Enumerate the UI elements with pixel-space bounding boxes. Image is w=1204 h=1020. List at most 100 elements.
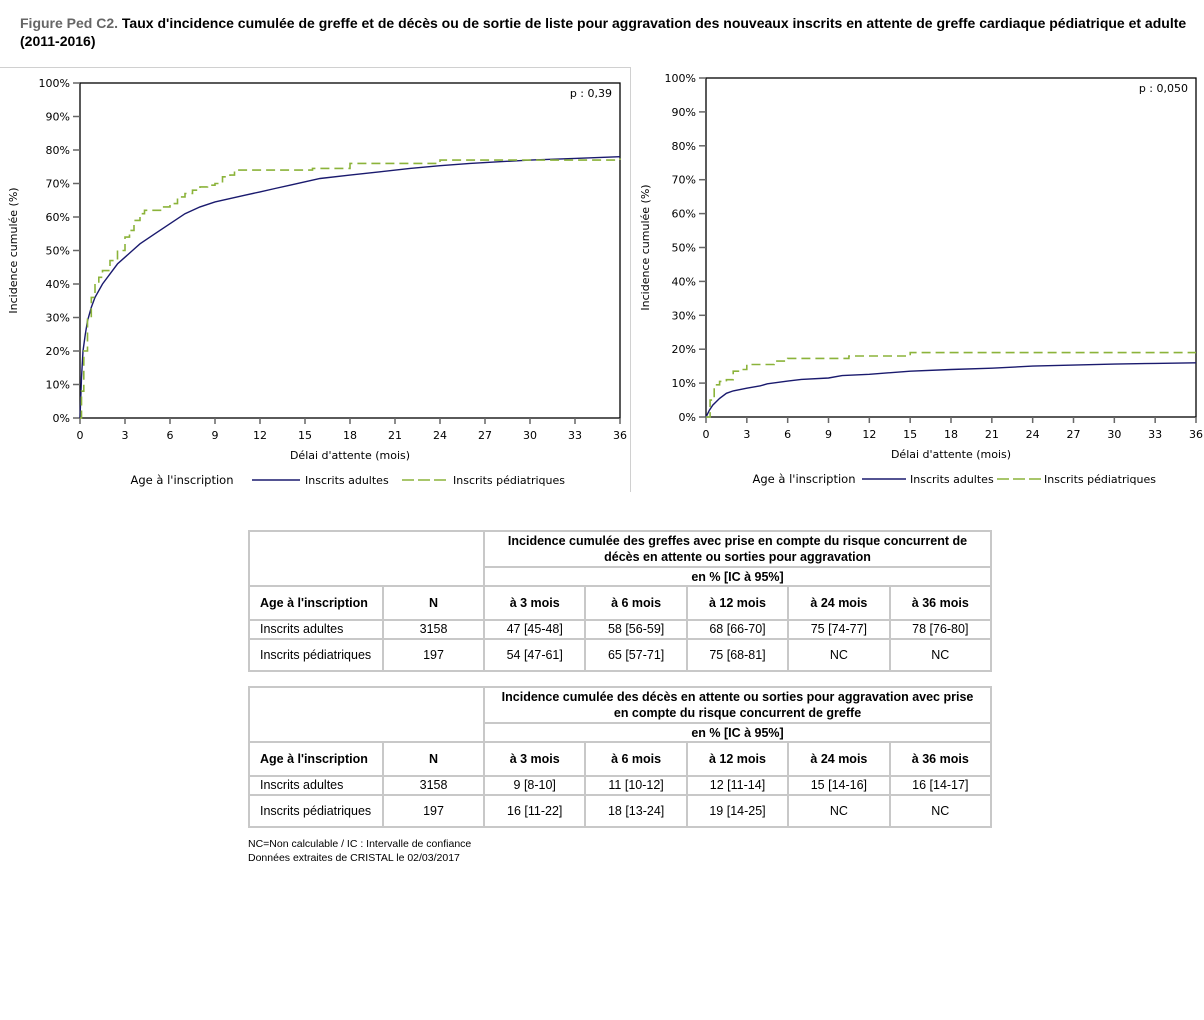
- column-header: à 6 mois: [584, 741, 688, 777]
- table-cell: 3158: [382, 775, 486, 796]
- column-header: à 3 mois: [483, 741, 587, 777]
- y-tick-label: 20%: [46, 345, 70, 358]
- row-label: Inscrits adultes: [247, 619, 385, 640]
- x-tick-label: 12: [862, 428, 876, 441]
- series-line-pediatriques: [706, 351, 1196, 418]
- table-cell: NC: [787, 638, 891, 672]
- x-tick-label: 6: [784, 428, 791, 441]
- y-tick-label: 70%: [672, 174, 696, 187]
- column-header: N: [382, 741, 486, 777]
- legend-label-pediatriques: Inscrits pédiatriques: [1044, 473, 1156, 486]
- row-label: Inscrits pédiatriques: [247, 794, 385, 828]
- table-cell: 11 [10-12]: [584, 775, 688, 796]
- table-cell: NC: [787, 794, 891, 828]
- table-corner-cell: [247, 686, 486, 743]
- y-tick-label: 30%: [672, 309, 696, 322]
- chart-1-frame: [0, 67, 631, 492]
- row-label: Inscrits pédiatriques: [247, 638, 385, 672]
- table-greffes: Incidence cumulée des greffes avec prise…: [247, 530, 993, 672]
- x-tick-label: 21: [985, 428, 999, 441]
- column-header: à 24 mois: [787, 741, 891, 777]
- table-cell: 9 [8-10]: [483, 775, 587, 796]
- x-tick-label: 12: [253, 429, 267, 442]
- table-cell: 78 [76-80]: [888, 619, 993, 640]
- y-tick-label: 20%: [672, 343, 696, 356]
- x-tick-label: 18: [343, 429, 357, 442]
- footnote-source: Données extraites de CRISTAL le 02/03/20…: [248, 852, 460, 864]
- footnote-nc: NC=Non calculable / IC : Intervalle de c…: [248, 838, 472, 850]
- figure-title: Figure Ped C2. Taux d'incidence cumulée …: [20, 14, 1190, 50]
- table-sub-header: en % [IC à 95%]: [483, 566, 992, 587]
- y-tick-label: 0%: [679, 411, 696, 424]
- y-tick-label: 10%: [46, 379, 70, 392]
- table-cell: NC: [888, 638, 993, 672]
- legend-label-pediatriques: Inscrits pédiatriques: [453, 474, 565, 487]
- x-axis-label: Délai d'attente (mois): [891, 448, 1011, 461]
- x-tick-label: 6: [167, 429, 174, 442]
- p-value-annotation: p : 0,050: [1139, 82, 1188, 95]
- table-cell: 197: [382, 638, 486, 672]
- y-tick-label: 0%: [53, 412, 70, 425]
- column-header: à 24 mois: [787, 585, 891, 621]
- table-cell: 18 [13-24]: [584, 794, 688, 828]
- column-header: à 12 mois: [685, 585, 790, 621]
- y-tick-label: 10%: [672, 377, 696, 390]
- series-line-adultes: [705, 362, 1197, 418]
- x-tick-label: 3: [122, 429, 129, 442]
- y-tick-label: 50%: [46, 245, 70, 258]
- table-header-row: Incidence cumulée des décès en attente o…: [247, 686, 992, 743]
- x-axis-label: Délai d'attente (mois): [290, 449, 410, 462]
- table-cell: 16 [11-22]: [483, 794, 587, 828]
- legend-label-adultes: Inscrits adultes: [305, 474, 389, 487]
- p-value-annotation: p : 0,39: [570, 87, 612, 100]
- y-tick-label: 100%: [665, 72, 696, 85]
- column-header: Age à l'inscription: [247, 741, 385, 777]
- table-header-row: Incidence cumulée des greffes avec prise…: [247, 530, 992, 587]
- table-cell: 16 [14-17]: [888, 775, 993, 796]
- legend-title: Age à l'inscription: [752, 472, 855, 486]
- x-tick-label: 15: [903, 428, 917, 441]
- table-cell: NC: [888, 794, 993, 828]
- x-tick-label: 36: [613, 429, 627, 442]
- y-tick-label: 90%: [46, 111, 70, 124]
- plot-area: [705, 77, 1197, 418]
- row-label: Inscrits adultes: [247, 775, 385, 796]
- x-tick-label: 33: [568, 429, 582, 442]
- x-tick-label: 24: [433, 429, 447, 442]
- y-tick-label: 30%: [46, 312, 70, 325]
- table-cell: 19 [14-25]: [685, 794, 790, 828]
- series-line-pediatriques: [80, 158, 621, 419]
- table-cell: 54 [47-61]: [483, 638, 587, 672]
- y-tick-label: 60%: [46, 211, 70, 224]
- x-tick-label: 24: [1026, 428, 1040, 441]
- y-tick-label: 60%: [672, 208, 696, 221]
- y-tick-label: 80%: [46, 144, 70, 157]
- x-tick-label: 9: [212, 429, 219, 442]
- column-header: N: [382, 585, 486, 621]
- table-row: Inscrits pédiatriques 197 54 [47-61] 65 [57…: [247, 638, 993, 672]
- y-tick-label: 90%: [672, 106, 696, 119]
- table-cell: 75 [68-81]: [685, 638, 790, 672]
- y-axis-label: Incidence cumulée (%): [639, 184, 652, 310]
- x-tick-label: 15: [298, 429, 312, 442]
- x-tick-label: 27: [478, 429, 492, 442]
- table-cell: 58 [56-59]: [584, 619, 688, 640]
- table-cell: 15 [14-16]: [787, 775, 891, 796]
- y-tick-label: 70%: [46, 178, 70, 191]
- x-tick-label: 0: [703, 428, 710, 441]
- column-header: à 12 mois: [685, 741, 790, 777]
- table-row: Inscrits adultes 3158 9 [8-10] 11 [10-12] 12…: [247, 775, 993, 796]
- table-subheader-row: en % [IC à 95%]: [249, 566, 992, 587]
- series-line-adultes: [79, 156, 621, 419]
- column-header: Age à l'inscription: [247, 585, 385, 621]
- table-cell: 47 [45-48]: [483, 619, 587, 640]
- y-tick-label: 40%: [672, 275, 696, 288]
- x-tick-label: 27: [1067, 428, 1081, 441]
- x-tick-label: 0: [77, 429, 84, 442]
- x-tick-label: 30: [1107, 428, 1121, 441]
- table-cell: 12 [11-14]: [685, 775, 790, 796]
- table-cell: 75 [74-77]: [787, 619, 891, 640]
- y-tick-label: 40%: [46, 278, 70, 291]
- table-main-header: Incidence cumulée des greffes avec prise…: [483, 530, 992, 568]
